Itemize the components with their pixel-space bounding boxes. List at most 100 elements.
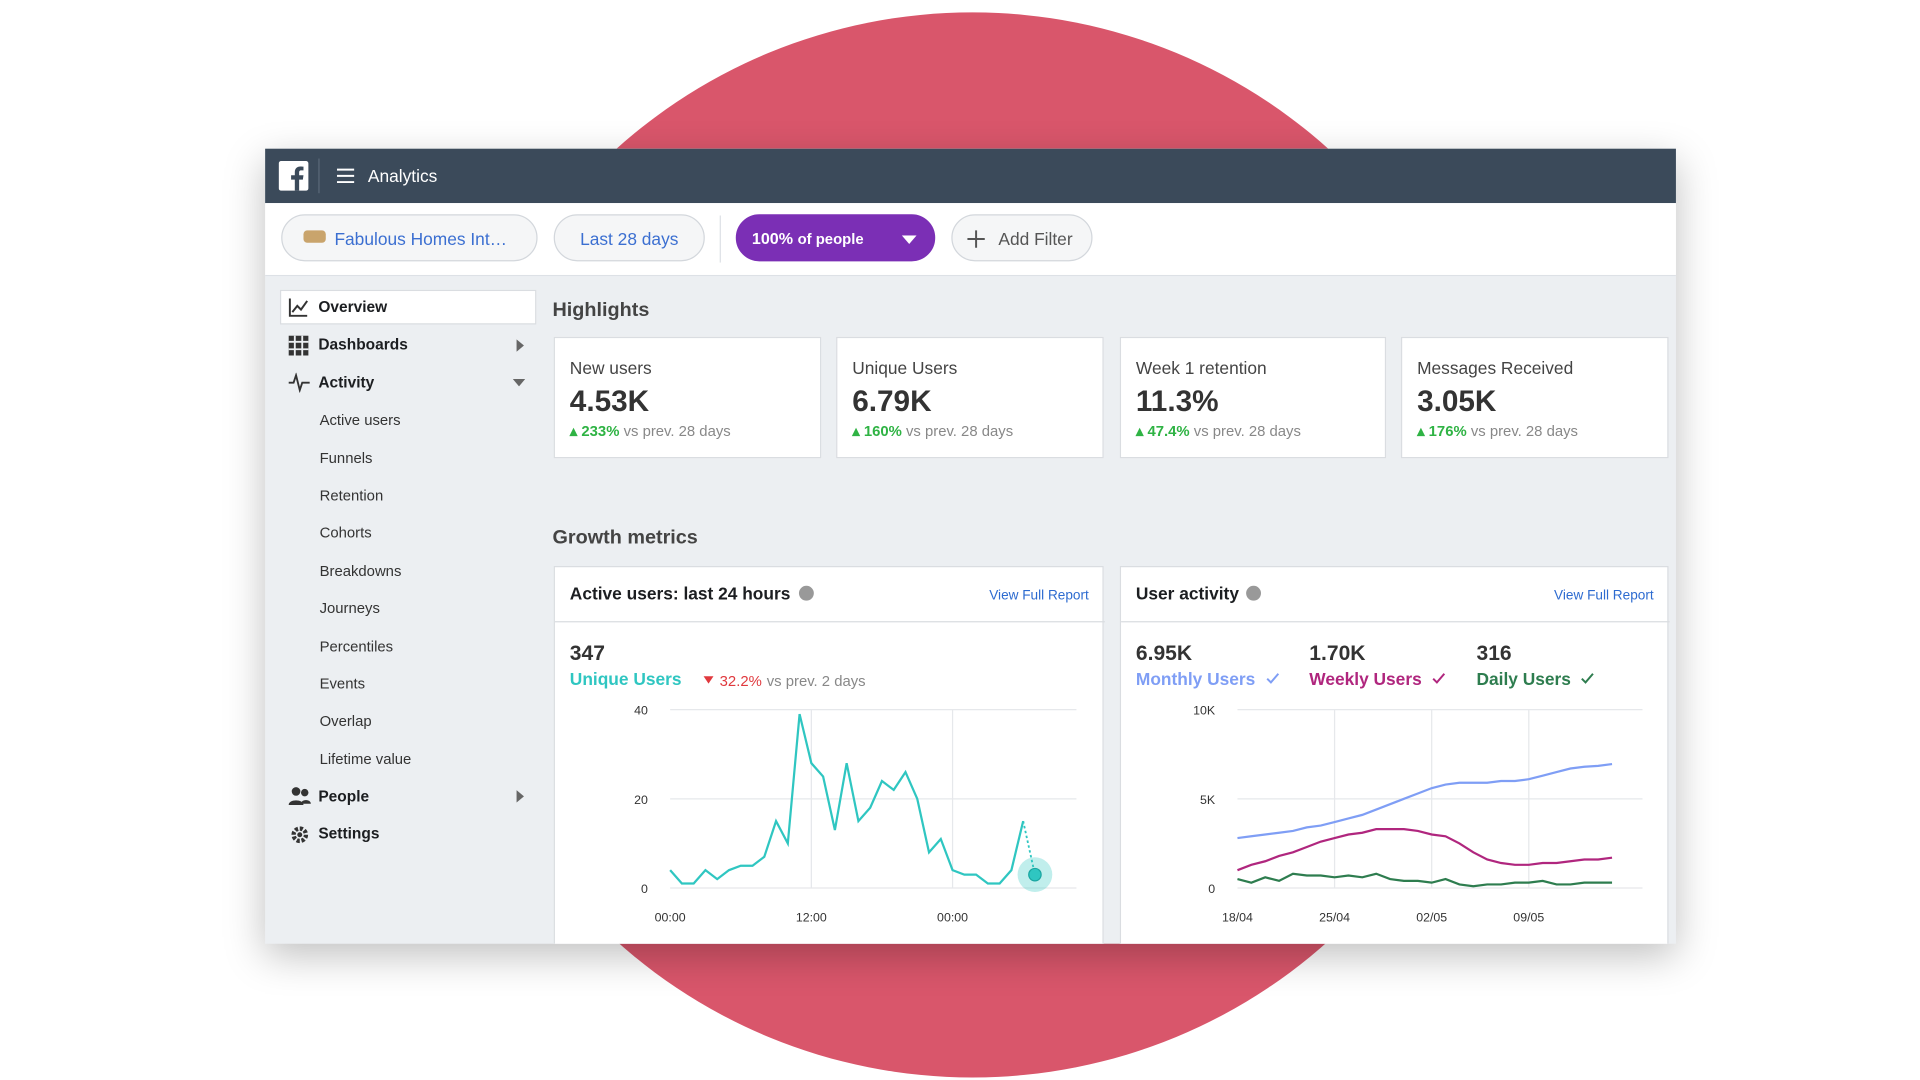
x-tick-label: 09/05 [1513,910,1544,924]
comparison: vs prev. 2 days [767,674,866,690]
chart-title: Active users: last 24 hours [570,583,791,603]
y-tick-label: 40 [634,704,648,718]
legend-label: Weekly Users [1309,669,1421,689]
nav-item[interactable]: Activity [318,374,375,392]
metric-value: 3.05K [1417,385,1497,419]
metric-title: Unique Users [852,357,958,378]
chart-card: User activity View Full Report 0 5K 10K 18/… [1119,565,1670,944]
nav-subitem[interactable]: Retention [319,486,384,505]
metric-change: ▴ 176% vs prev. 28 days [1417,422,1578,440]
report-link[interactable]: View Full Report [989,587,1089,602]
chart-card: Active users: last 24 hours View Full Re… [553,565,1105,944]
change: 176% [1428,422,1467,440]
audience-filter[interactable]: 100% of people [735,214,936,262]
overview-icon [288,298,309,317]
nav-item[interactable]: Settings [318,824,380,843]
metric-card: New users 4.53K ▴ 233% vs prev. 28 days [553,336,822,459]
change: 47.4% [1147,422,1190,440]
activity-icon [288,372,310,393]
y-tick-label: 10K [1193,704,1216,718]
comparison: vs prev. 28 days [1193,422,1301,440]
info-icon[interactable] [798,585,814,601]
info-icon[interactable] [1246,585,1261,601]
active-item [279,289,537,325]
report-link[interactable]: View Full Report [1554,587,1654,602]
section-title: Growth metrics [552,527,698,549]
dropdown-caret [901,235,917,244]
series-line [1237,872,1613,888]
x-tick-label: 00:00 [937,910,968,924]
y-tick-label: 5K [1200,793,1216,807]
nav-item[interactable]: People [318,787,370,806]
section-title: Highlights [552,299,650,321]
collapse-arrow [512,378,526,387]
settings-icon [291,826,309,844]
nav-subitem[interactable]: Percentiles [319,637,394,656]
change: 233% [581,422,620,440]
y-tick-label: 0 [1208,882,1215,896]
partial-segment [1022,820,1036,875]
add-filter[interactable]: Add Filter [951,214,1093,262]
total: 347 [570,642,605,665]
series-total: 1.70K [1309,642,1365,665]
metric-value: 11.3% [1135,385,1219,419]
chart-title: User activity [1136,583,1239,603]
x-tick-label: 02/05 [1416,910,1447,924]
range-filter[interactable]: Last 28 days [553,214,705,262]
nav-subitem[interactable]: Events [319,674,366,693]
change: 160% [863,422,902,440]
series-line [1237,762,1613,840]
series-line [1237,828,1613,872]
divider [318,158,320,194]
chart: User activity View Full Report 0 5K 10K 18/… [1121,583,1670,924]
check [1266,673,1280,684]
metric-change: ▴ 233% vs prev. 28 days [569,422,731,440]
nav-subitem[interactable]: Overlap [319,712,372,730]
nav-subitem[interactable]: Cohorts [319,523,372,542]
change: 32.2% [720,674,762,690]
page-icon [303,230,326,243]
series-total: 316 [1477,642,1512,665]
metric-card: Messages Received 3.05K ▴ 176% vs prev. … [1400,336,1669,459]
audience-percent: 100% [751,229,794,248]
expand-arrow [516,790,524,803]
app-title: Analytics [367,165,438,186]
metric-title: New users [569,357,652,378]
metric-value: 4.53K [569,385,650,419]
series-total: 6.95K [1136,642,1192,665]
metric-change: ▴ 160% vs prev. 28 days [852,422,1014,440]
dashboards-icon [288,335,309,356]
x-tick-label: 18/04 [1222,910,1253,924]
y-tick-label: 20 [634,793,648,807]
top-bar: Analytics [265,148,1676,204]
metric-change: ▴ 47.4% vs prev. 28 days [1135,422,1301,440]
metric-card: Unique Users 6.79K ▴ 160% vs prev. 28 da… [836,336,1104,459]
nav-item[interactable]: Overview [318,298,388,316]
legend-label: Daily Users [1477,669,1571,689]
divider [719,215,721,263]
audience-label: of people [797,230,864,248]
down-arrow [703,676,714,684]
logo[interactable] [278,161,309,191]
series-name: Unique Users [570,669,682,689]
nav-item[interactable]: Dashboards [318,335,408,353]
x-tick-label: 12:00 [796,910,827,924]
expand-arrow [516,339,524,352]
chart: Active users: last 24 hours View Full Re… [554,583,1105,924]
metric-value: 6.79K [852,385,932,419]
metric-title: Messages Received [1417,357,1574,378]
x-tick-label: 25/04 [1319,910,1350,924]
filter-bar: Fabulous Homes Int… Last 28 days 100% of… [265,203,1676,277]
nav-subitem[interactable]: Journeys [319,599,380,617]
nav-subitem[interactable]: Breakdowns [319,562,402,580]
current-point [1028,867,1042,882]
comparison: vs prev. 28 days [623,422,731,440]
nav-subitem[interactable]: Funnels [319,449,373,467]
comparison: vs prev. 28 days [1470,422,1578,440]
check [1432,673,1446,684]
nav-subitem[interactable]: Lifetime value [319,750,412,768]
menu-icon[interactable] [336,167,355,184]
nav-subitem[interactable]: Active users [319,411,401,429]
